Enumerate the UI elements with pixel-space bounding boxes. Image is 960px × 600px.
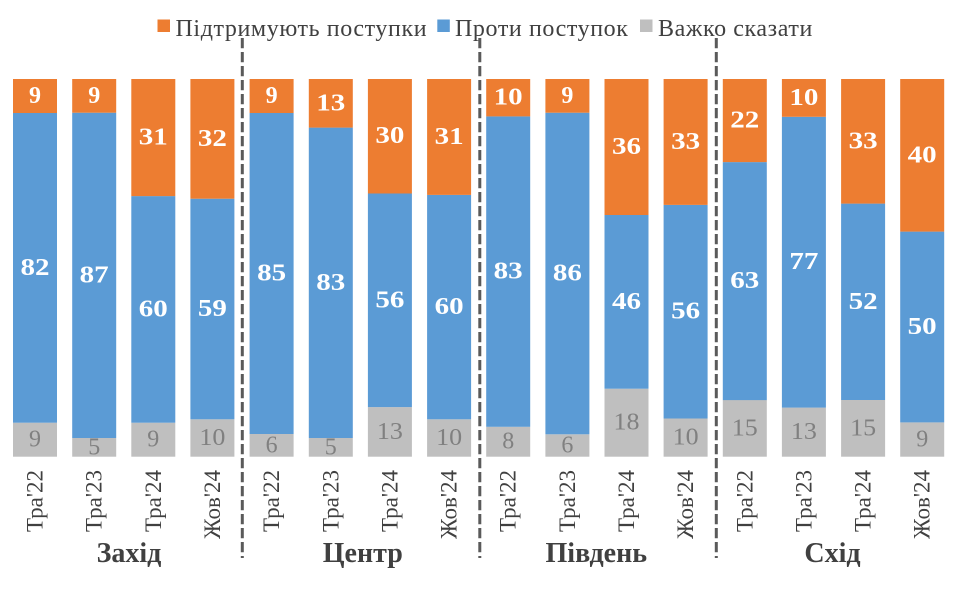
svg-text:9: 9 <box>561 83 573 109</box>
svg-text:87: 87 <box>80 262 109 288</box>
svg-text:18: 18 <box>614 410 640 436</box>
svg-text:Тра'22: Тра'22 <box>259 470 284 532</box>
svg-text:31: 31 <box>435 124 464 150</box>
svg-text:13: 13 <box>377 419 403 445</box>
svg-text:13: 13 <box>791 419 817 445</box>
svg-text:36: 36 <box>612 134 641 160</box>
svg-text:63: 63 <box>730 268 759 294</box>
svg-text:Жов'24: Жов'24 <box>437 470 462 539</box>
svg-text:86: 86 <box>553 261 582 287</box>
svg-text:82: 82 <box>21 255 50 281</box>
svg-text:9: 9 <box>147 427 159 453</box>
svg-text:10: 10 <box>789 85 818 111</box>
svg-text:Тра'22: Тра'22 <box>732 470 757 532</box>
svg-text:83: 83 <box>494 259 523 285</box>
svg-text:10: 10 <box>494 85 523 111</box>
svg-text:33: 33 <box>849 128 878 154</box>
svg-text:6: 6 <box>561 433 573 459</box>
svg-text:Тра'23: Тра'23 <box>791 470 816 532</box>
svg-text:Схід: Схід <box>804 538 860 569</box>
svg-text:77: 77 <box>789 249 818 275</box>
svg-text:85: 85 <box>257 261 286 287</box>
svg-text:Тра'23: Тра'23 <box>555 470 580 532</box>
svg-text:Центр: Центр <box>323 538 403 569</box>
svg-text:9: 9 <box>266 83 278 109</box>
svg-text:Південь: Південь <box>546 538 648 569</box>
svg-text:15: 15 <box>732 415 758 441</box>
svg-text:40: 40 <box>908 142 937 168</box>
svg-text:60: 60 <box>435 294 464 320</box>
svg-text:10: 10 <box>199 425 225 451</box>
svg-text:Захід: Захід <box>97 538 162 569</box>
svg-text:Проти поступок: Проти поступок <box>455 16 629 42</box>
svg-text:30: 30 <box>375 123 404 149</box>
svg-text:Тра'24: Тра'24 <box>851 470 876 533</box>
svg-text:10: 10 <box>436 425 462 451</box>
svg-text:9: 9 <box>29 427 41 453</box>
svg-text:5: 5 <box>88 434 100 460</box>
svg-text:Жов'24: Жов'24 <box>200 470 225 539</box>
svg-text:Тра'24: Тра'24 <box>377 470 402 533</box>
svg-text:46: 46 <box>612 289 641 315</box>
svg-text:22: 22 <box>730 108 759 134</box>
svg-text:31: 31 <box>139 125 168 151</box>
svg-text:33: 33 <box>671 129 700 155</box>
svg-text:Тра'23: Тра'23 <box>82 470 107 532</box>
svg-text:15: 15 <box>850 415 876 441</box>
svg-text:Жов'24: Жов'24 <box>910 470 935 539</box>
svg-text:9: 9 <box>88 83 100 109</box>
svg-text:Важко сказати: Важко сказати <box>658 16 813 42</box>
svg-text:Тра'23: Тра'23 <box>318 470 343 532</box>
svg-text:13: 13 <box>316 90 345 116</box>
svg-text:Тра'24: Тра'24 <box>141 470 166 533</box>
svg-text:5: 5 <box>325 434 337 460</box>
svg-text:Тра'24: Тра'24 <box>614 470 639 533</box>
svg-text:52: 52 <box>849 289 878 315</box>
svg-text:9: 9 <box>29 83 41 109</box>
svg-text:9: 9 <box>916 427 928 453</box>
svg-text:59: 59 <box>198 296 227 322</box>
svg-text:60: 60 <box>139 296 168 322</box>
svg-text:Тра'22: Тра'22 <box>23 470 48 532</box>
svg-text:8: 8 <box>502 429 514 455</box>
svg-text:6: 6 <box>266 432 278 458</box>
svg-text:10: 10 <box>673 425 699 451</box>
svg-text:Тра'22: Тра'22 <box>496 470 521 532</box>
svg-text:56: 56 <box>375 287 404 313</box>
svg-text:83: 83 <box>316 270 345 296</box>
svg-text:Жов'24: Жов'24 <box>673 470 698 539</box>
svg-text:50: 50 <box>908 314 937 340</box>
svg-text:32: 32 <box>198 126 227 152</box>
svg-text:56: 56 <box>671 299 700 325</box>
svg-text:Підтримують поступки: Підтримують поступки <box>176 16 428 42</box>
